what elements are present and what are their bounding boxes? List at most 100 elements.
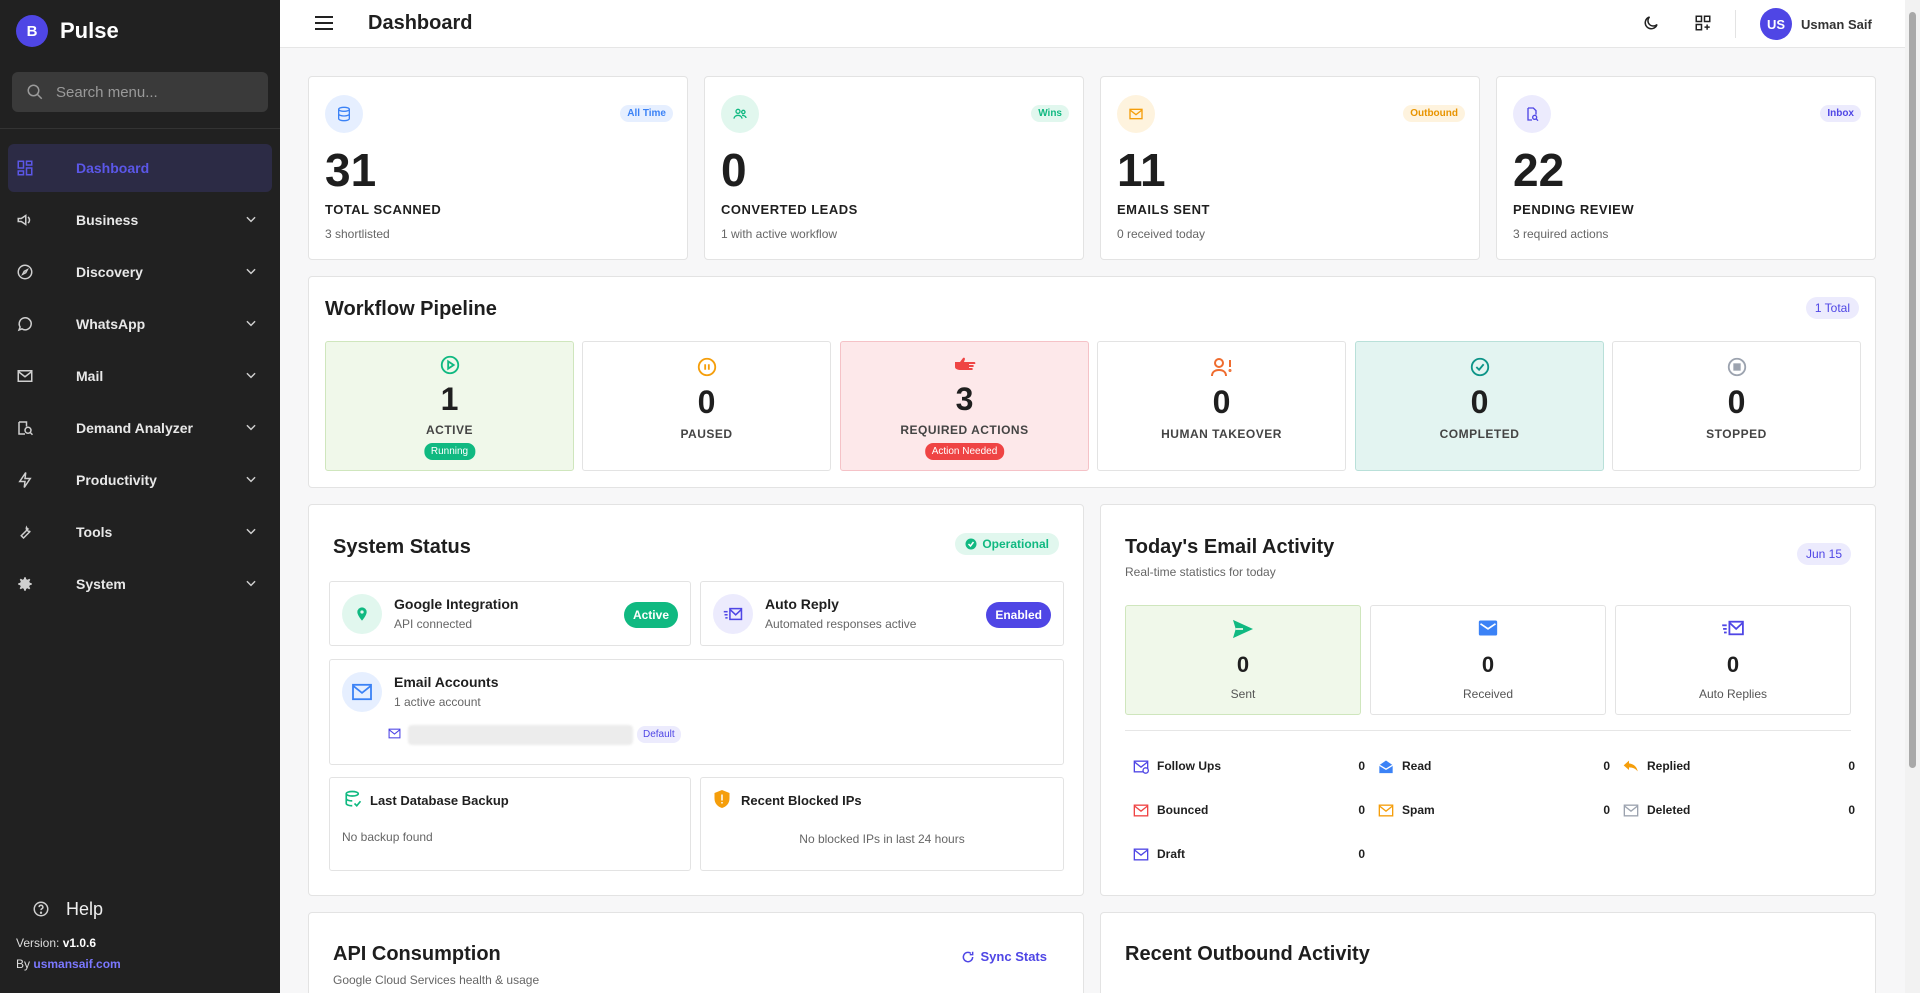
stat-card-pending-review: Inbox 22 PENDING REVIEW 3 required actio… [1496,76,1876,260]
stat-icon [721,95,759,133]
workflow-completed[interactable]: 0 COMPLETED [1355,341,1604,471]
google-integration-card: Google Integration API connected Active [329,581,691,646]
sync-stats-label: Sync Stats [980,949,1047,964]
help-circle-icon [33,901,49,917]
scrollbar-thumb[interactable] [1909,12,1916,768]
workflow-human-takeover[interactable]: 0 HUMAN TAKEOVER [1097,341,1346,471]
sidebar-item-label: Business [76,212,139,228]
topbar-separator [1735,10,1736,38]
sidebar-item-whatsapp[interactable]: WhatsApp [8,300,272,348]
stat-value: 0 [721,144,747,196]
sidebar-item-label: Mail [76,368,104,384]
activity-value: 0 [1848,759,1855,773]
workflow-required-actions[interactable]: 3 REQUIRED ACTIONS Action Needed [840,341,1089,471]
workflow-label: REQUIRED ACTIONS [900,423,1029,437]
author-link[interactable]: usmansaif.com [33,957,121,971]
date-badge: Jun 15 [1796,543,1851,565]
sidebar-item-label: Discovery [76,264,143,280]
bolt-icon [18,472,32,488]
workflow-label: HUMAN TAKEOVER [1161,427,1282,441]
sidebar-item-mail[interactable]: Mail [8,352,272,400]
workflow-total-badge: 1 Total [1805,297,1859,319]
sidebar-item-discovery[interactable]: Discovery [8,248,272,296]
activity-label: Replied [1647,759,1691,773]
sidebar-item-dashboard[interactable]: Dashboard [8,144,272,192]
sidebar-item-system[interactable]: System [8,560,272,608]
activity-read: Read 0 [1378,756,1610,776]
deleted-mail-icon [1623,804,1639,816]
metric-value: 0 [1726,652,1740,677]
stat-pill: Inbox [1820,105,1861,122]
card-sub: No backup found [342,830,433,844]
draft-mail-icon [1133,848,1149,860]
chevron-down-icon [246,476,256,483]
send-icon [1233,619,1253,639]
activity-bounced: Bounced 0 [1133,800,1365,820]
default-badge: Default [637,726,681,743]
metric-value: 0 [1236,652,1250,677]
follow-up-icon [1133,760,1149,774]
hamburger-menu-icon[interactable] [314,14,334,32]
database-icon [338,106,350,122]
card-title: Email Accounts [394,674,499,690]
avatar[interactable]: US [1760,8,1792,40]
workflow-value: 3 [955,381,974,417]
activity-replied: Replied 0 [1623,756,1855,776]
workflow-value: 0 [1727,384,1746,420]
activity-follow-ups: Follow Ups 0 [1133,756,1365,776]
search-menu-input[interactable] [56,83,256,101]
section-sub: Real-time statistics for today [1125,565,1276,579]
activity-label: Read [1402,759,1432,773]
check-circle-icon [1470,357,1489,377]
sidebar-item-demand-analyzer[interactable]: Demand Analyzer [8,404,272,452]
stat-sub: 3 required actions [1513,227,1609,241]
brand[interactable]: B Pulse [0,0,280,62]
workflow-value: 0 [1470,384,1489,420]
api-consumption-card: API Consumption Google Cloud Services he… [308,912,1084,993]
sidebar-item-label: Demand Analyzer [76,420,193,436]
workflow-paused[interactable]: 0 PAUSED [582,341,831,471]
inbox-mail-icon [1478,620,1498,636]
sync-stats-button[interactable]: Sync Stats [961,949,1047,964]
envelope-icon [388,728,401,739]
sidebar: B Pulse Dashboard Business Discovery Wha… [0,0,280,993]
workflow-stopped[interactable]: 0 STOPPED [1612,341,1861,471]
card-title: Auto Reply [765,596,839,612]
auto-reply-card: Auto Reply Automated responses active En… [700,581,1064,646]
database-check-icon [345,790,362,807]
redacted-email-address [408,725,633,745]
stat-pill: Wins [1031,105,1069,122]
stat-label: TOTAL SCANNED [325,202,442,217]
by-label: By [16,957,31,971]
activity-deleted: Deleted 0 [1623,800,1855,820]
metric-label: Sent [1230,687,1256,701]
dashboard-icon [17,160,33,176]
sidebar-item-tools[interactable]: Tools [8,508,272,556]
apps-grid-icon[interactable] [1694,14,1712,32]
sidebar-item-productivity[interactable]: Productivity [8,456,272,504]
stat-icon [325,95,363,133]
page-scrollbar[interactable] [1905,0,1920,993]
auto-reply-enabled-button[interactable]: Enabled [986,602,1051,628]
sidebar-item-label: System [76,576,126,592]
author-info: By usmansaif.com [16,957,266,971]
topbar: Dashboard US Usman Saif [280,0,1905,48]
help-link[interactable]: Help [32,896,266,922]
spam-mail-icon [1378,804,1394,816]
activity-divider [1125,730,1851,731]
auto-reply-icon [1722,620,1744,636]
moon-icon[interactable] [1642,14,1660,32]
username[interactable]: Usman Saif [1801,17,1872,32]
metric-label: Auto Replies [1698,687,1768,701]
stat-sub: 1 with active workflow [721,227,838,241]
sidebar-item-label: Dashboard [76,160,150,176]
sidebar-item-business[interactable]: Business [8,196,272,244]
google-active-button[interactable]: Active [623,602,678,628]
database-backup-card: Last Database Backup No backup found [329,777,691,871]
email-activity-card: Today's Email Activity Real-time statist… [1100,504,1876,896]
stop-circle-icon [1727,357,1746,377]
workflow-active[interactable]: 1 ACTIVE Running [325,341,574,471]
activity-value: 0 [1603,759,1610,773]
card-title: Last Database Backup [370,793,509,808]
reply-icon [1623,760,1638,772]
